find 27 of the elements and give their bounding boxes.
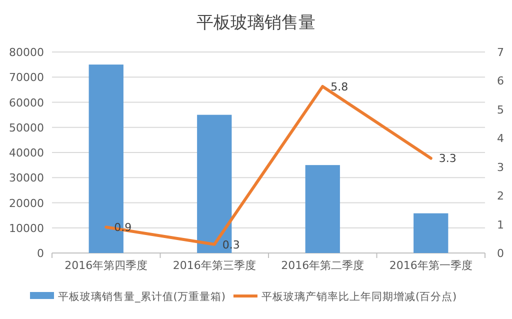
y2tick: 1 [497,218,504,232]
xtick: 2016年第一季度 [389,259,472,272]
y2tick: 2 [497,190,504,203]
ytick: 20000 [9,196,44,210]
ytick: 10000 [9,222,44,235]
y2tick: 6 [497,74,504,88]
ytick: 30000 [9,172,44,185]
ytick: 50000 [9,121,44,134]
y2tick: 3 [497,160,504,174]
ytick: 80000 [9,46,44,59]
data-label: 3.3 [438,152,456,166]
xtick: 2016年第三季度 [172,259,256,272]
y2tick: 0 [497,247,504,260]
y2tick: 5 [497,103,504,116]
y2tick: 4 [497,132,504,146]
ytick: 0 [37,247,44,260]
legend-label: 平板玻璃销售量_累计值(万重量箱) [58,291,226,303]
title: 平板玻璃销售量 [196,13,316,33]
data-label: 0.9 [114,221,132,234]
data-label: 5.8 [330,80,348,94]
y2tick: 7 [497,46,504,59]
ytick: 40000 [9,146,44,160]
ytick: 70000 [9,71,44,84]
ytick: 60000 [9,96,44,110]
xtick: 2016年第四季度 [64,259,148,272]
legend-label: 平板玻璃产销率比上年同期增减(百分点) [261,291,457,303]
xtick: 2016年第二季度 [281,259,364,272]
